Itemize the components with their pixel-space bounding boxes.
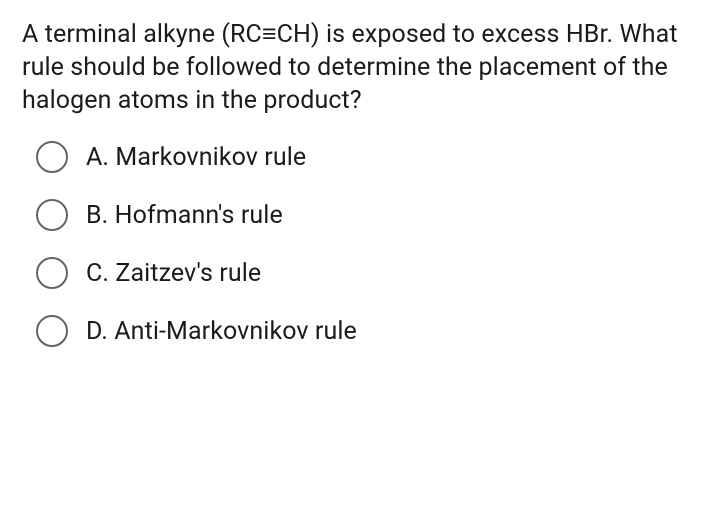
- radio-icon[interactable]: [36, 199, 68, 231]
- option-d-label: D. Anti-Markovnikov rule: [86, 317, 357, 346]
- option-d[interactable]: D. Anti-Markovnikov rule: [36, 315, 681, 347]
- option-a[interactable]: A. Markovnikov rule: [36, 141, 681, 173]
- option-b[interactable]: B. Hofmann's rule: [36, 199, 681, 231]
- radio-icon[interactable]: [36, 141, 68, 173]
- radio-icon[interactable]: [36, 315, 68, 347]
- question-text: A terminal alkyne (RC≡CH) is exposed to …: [22, 18, 681, 117]
- options-list: A. Markovnikov rule B. Hofmann's rule C.…: [22, 141, 681, 347]
- option-c-label: C. Zaitzev's rule: [86, 259, 261, 288]
- option-b-label: B. Hofmann's rule: [86, 201, 283, 230]
- option-a-label: A. Markovnikov rule: [86, 143, 306, 172]
- radio-icon[interactable]: [36, 257, 68, 289]
- option-c[interactable]: C. Zaitzev's rule: [36, 257, 681, 289]
